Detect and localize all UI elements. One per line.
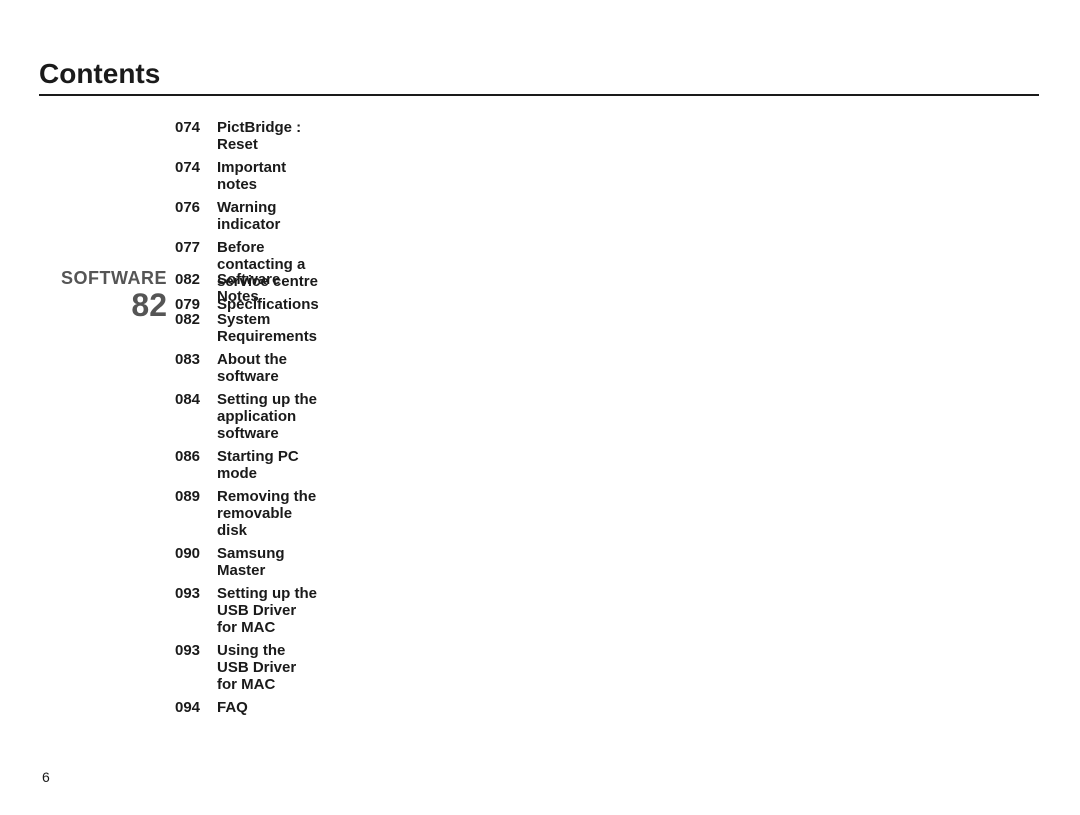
toc-entry: 093 Setting up the USB Driver for MAC xyxy=(175,585,317,636)
page-title: Contents xyxy=(39,58,160,90)
toc-entry: 094 FAQ xyxy=(175,699,317,716)
toc-entry: 093 Using the USB Driver for MAC xyxy=(175,642,317,693)
toc-entry-title: Starting PC mode xyxy=(217,448,317,482)
toc-entry-page: 084 xyxy=(175,391,217,442)
toc-entry: 074 Important notes xyxy=(175,159,319,193)
toc-entry-page: 090 xyxy=(175,545,217,579)
section-label-software: SOFTWARE 82 xyxy=(39,268,167,321)
toc-entry: 086 Starting PC mode xyxy=(175,448,317,482)
toc-group-2: 082 Software Notes 082 System Requiremen… xyxy=(175,271,317,722)
toc-entry-title: Samsung Master xyxy=(217,545,317,579)
toc-entry-title: PictBridge : Reset xyxy=(217,119,319,153)
toc-entry-page: 074 xyxy=(175,119,217,153)
toc-entry-title: Setting up the USB Driver for MAC xyxy=(217,585,317,636)
toc-entry-page: 074 xyxy=(175,159,217,193)
toc-entry-title: Important notes xyxy=(217,159,319,193)
toc-entry: 082 System Requirements xyxy=(175,311,317,345)
toc-entry: 090 Samsung Master xyxy=(175,545,317,579)
toc-entry-title: About the software xyxy=(217,351,317,385)
toc-entry: 084 Setting up the application software xyxy=(175,391,317,442)
toc-entry-title: Using the USB Driver for MAC xyxy=(217,642,317,693)
toc-entry: 082 Software Notes xyxy=(175,271,317,305)
toc-entry-page: 094 xyxy=(175,699,217,716)
toc-entry-title: System Requirements xyxy=(217,311,317,345)
toc-entry-page: 086 xyxy=(175,448,217,482)
toc-entry: 089 Removing the removable disk xyxy=(175,488,317,539)
toc-entry-page: 089 xyxy=(175,488,217,539)
toc-entry: 074 PictBridge : Reset xyxy=(175,119,319,153)
toc-entry-title: Removing the removable disk xyxy=(217,488,317,539)
toc-entry-page: 076 xyxy=(175,199,217,233)
toc-entry: 076 Warning indicator xyxy=(175,199,319,233)
toc-entry-page: 093 xyxy=(175,642,217,693)
toc-entry-title: Software Notes xyxy=(217,271,317,305)
section-number: 82 xyxy=(39,289,167,321)
title-underline xyxy=(39,94,1039,96)
section-name: SOFTWARE xyxy=(39,268,167,289)
toc-entry-title: FAQ xyxy=(217,699,317,716)
toc-entry-page: 082 xyxy=(175,311,217,345)
toc-entry-page: 082 xyxy=(175,271,217,305)
toc-entry-title: Setting up the application software xyxy=(217,391,317,442)
toc-entry-page: 093 xyxy=(175,585,217,636)
toc-entry: 083 About the software xyxy=(175,351,317,385)
toc-entry-page: 083 xyxy=(175,351,217,385)
toc-entry-title: Warning indicator xyxy=(217,199,319,233)
page-number: 6 xyxy=(42,769,50,785)
